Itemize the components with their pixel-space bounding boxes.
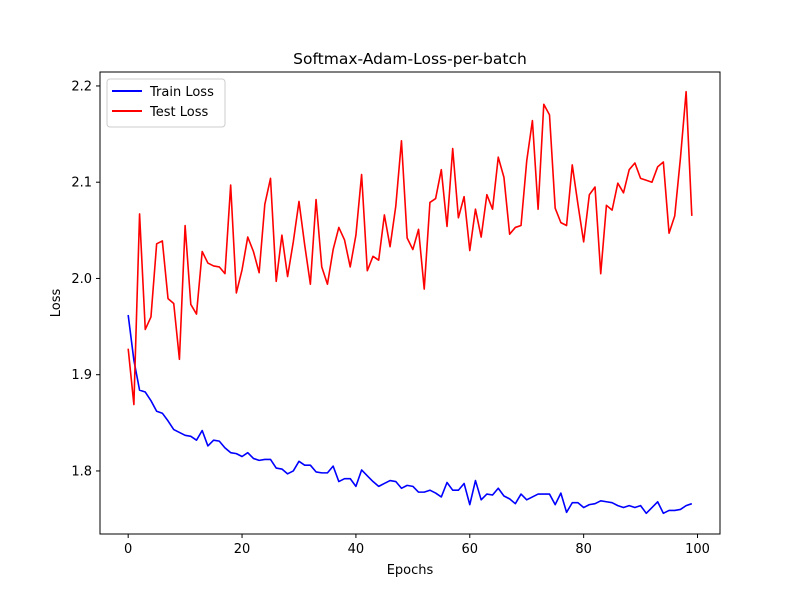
- chart-title: Softmax-Adam-Loss-per-batch: [293, 50, 527, 68]
- y-tick-label: 2.0: [71, 272, 92, 287]
- y-tick-label: 1.8: [71, 464, 92, 479]
- plot-area: [100, 72, 720, 534]
- y-tick-label: 2.1: [71, 176, 92, 191]
- x-tick-label: 60: [462, 542, 479, 557]
- x-tick-label: 0: [124, 542, 132, 557]
- legend: Train Loss Test Loss: [106, 78, 226, 128]
- series-line-train-loss: [127, 314, 693, 515]
- x-tick-label: 20: [234, 542, 251, 557]
- x-tick-label: 40: [348, 542, 365, 557]
- legend-label-test-loss: Test Loss: [149, 105, 208, 120]
- y-tick-label: 2.2: [71, 79, 92, 94]
- y-axis-ticks: 1.8 1.9 2.0 2.1 2.2: [71, 79, 100, 479]
- x-tick-label: 100: [685, 542, 710, 557]
- legend-label-train-loss: Train Loss: [149, 85, 214, 100]
- x-axis-ticks: 0 20 40 60 80 100: [124, 534, 710, 557]
- series-layer: [127, 90, 693, 515]
- plot-background: [100, 72, 720, 534]
- x-axis-label: Epochs: [387, 563, 434, 578]
- plot-frame: [99, 71, 721, 535]
- y-tick-label: 1.9: [71, 368, 92, 383]
- series-line-test-loss: [127, 90, 693, 406]
- y-axis-label: Loss: [49, 289, 64, 318]
- x-tick-label: 80: [575, 542, 592, 557]
